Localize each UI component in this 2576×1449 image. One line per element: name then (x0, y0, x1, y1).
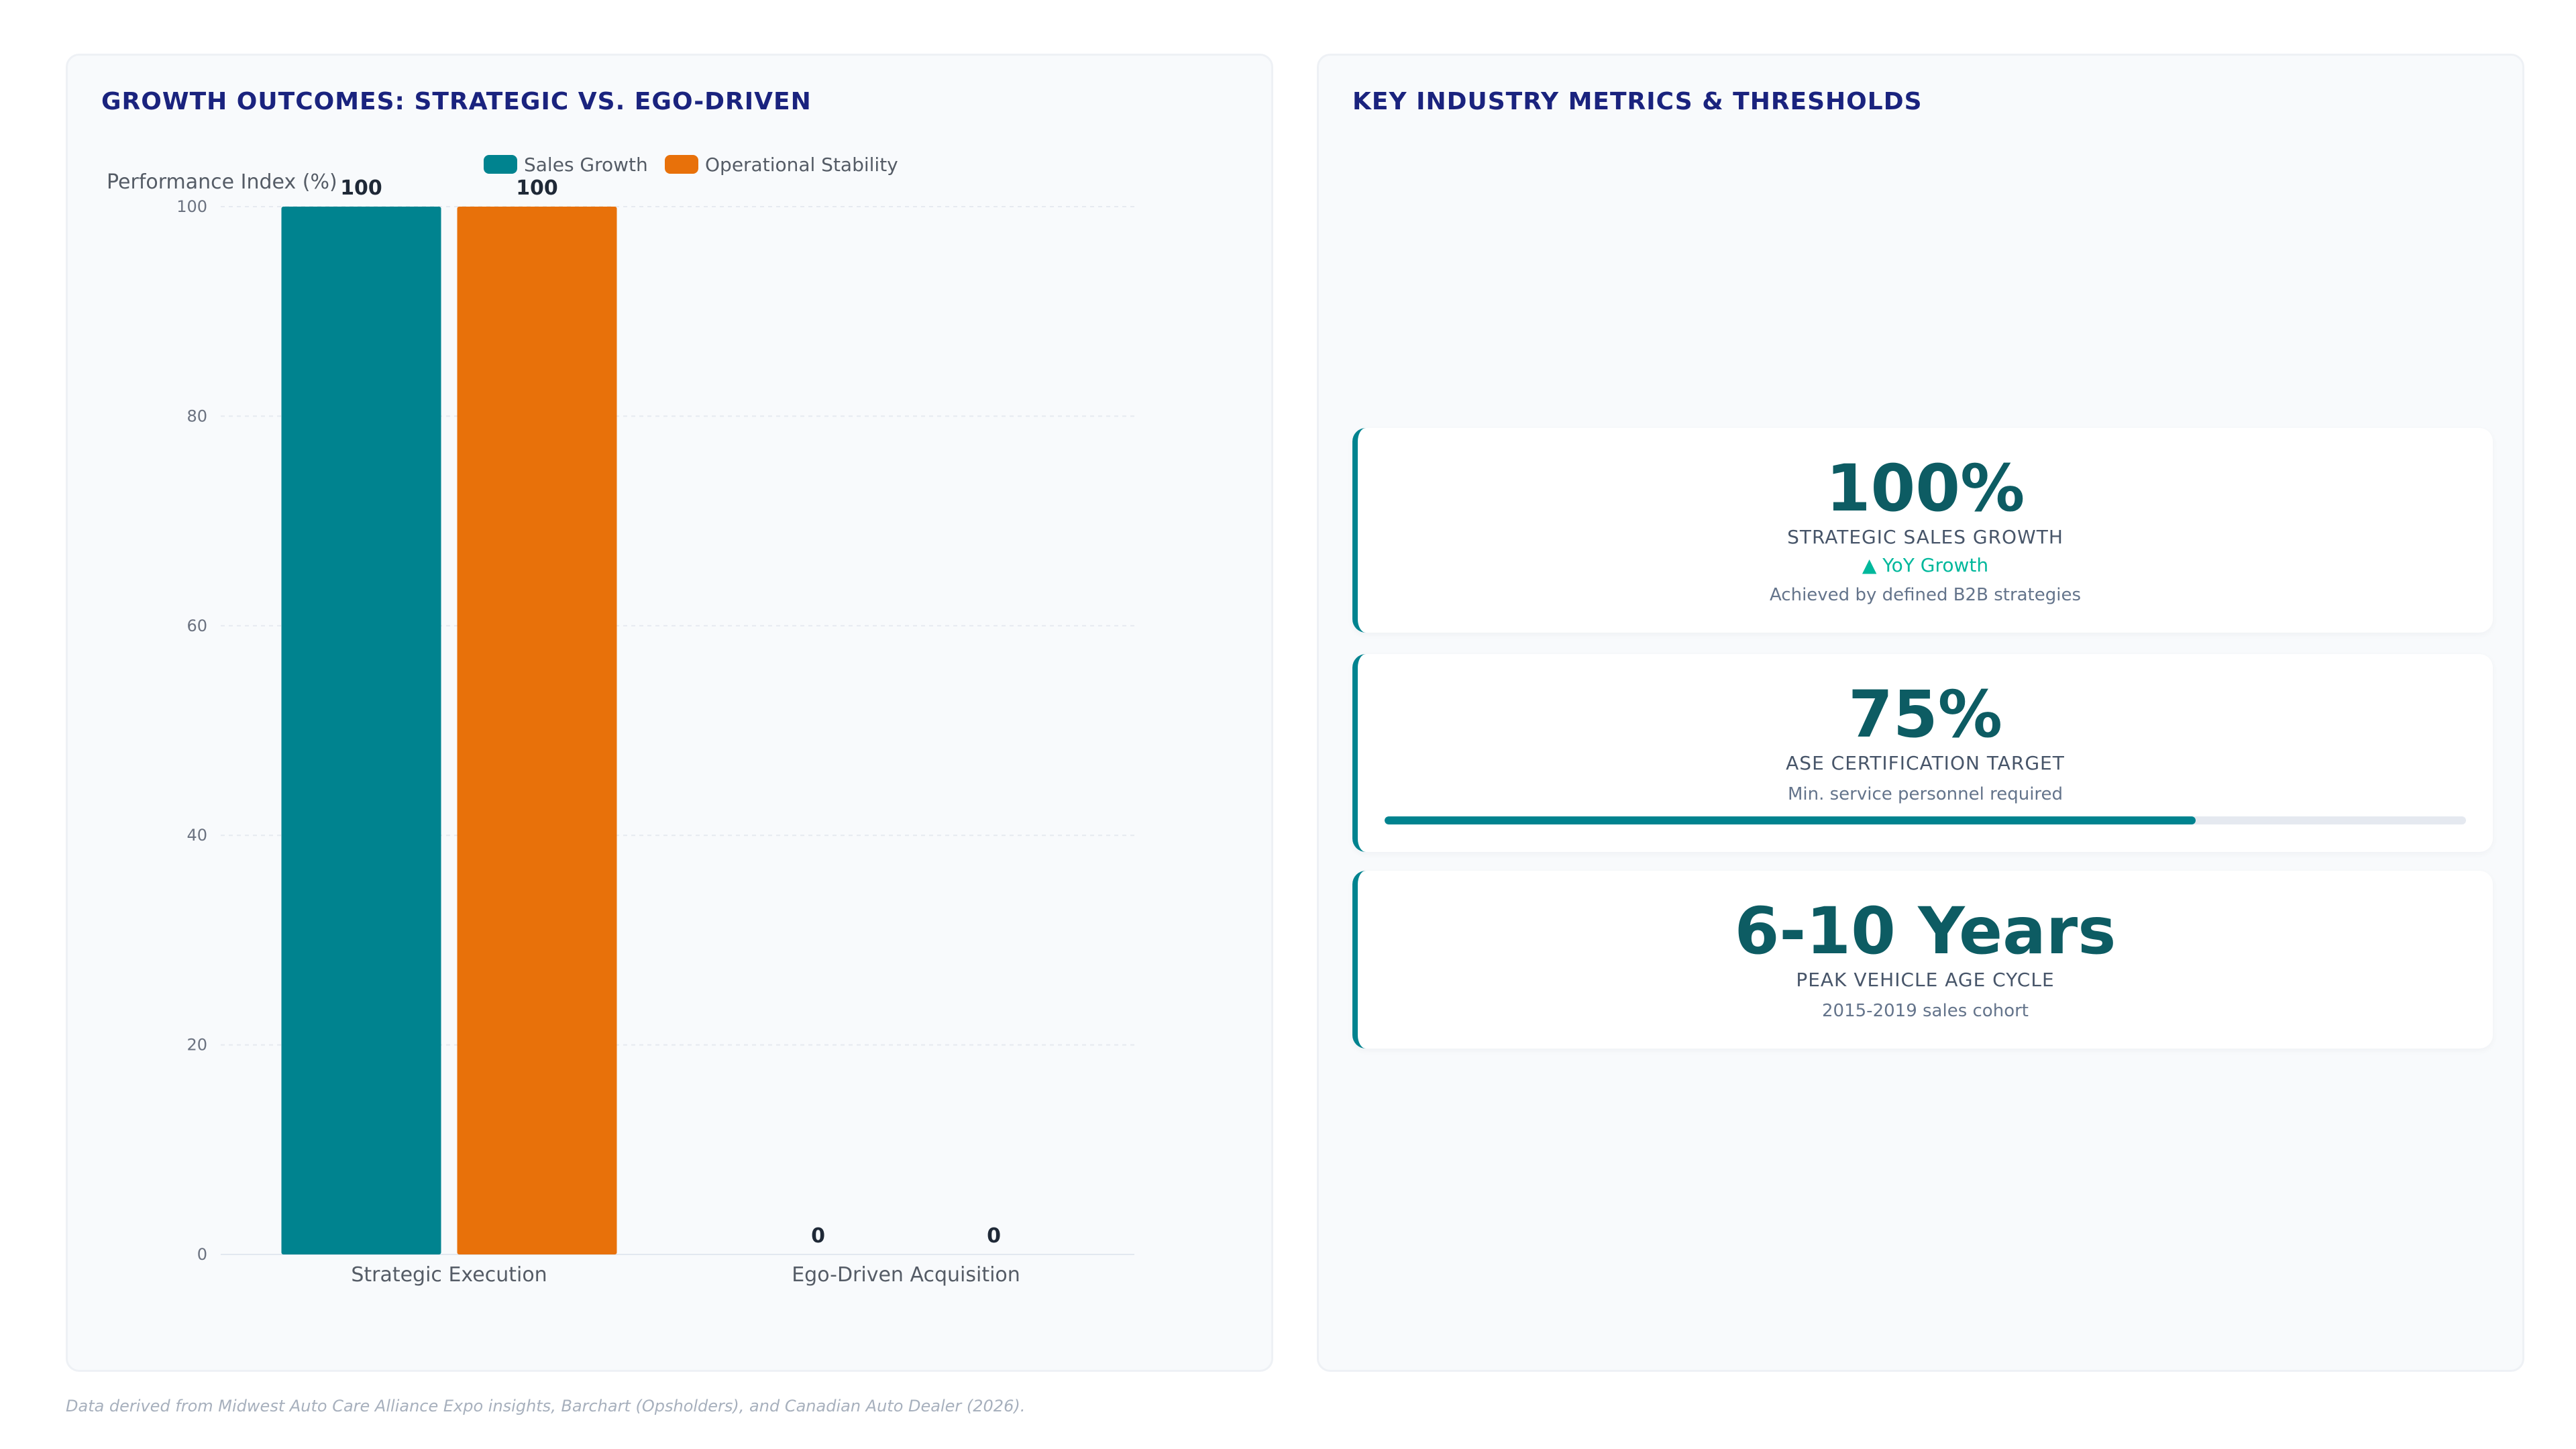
certification-progress-fill (1385, 816, 2196, 824)
metric-label: PEAK VEHICLE AGE CYCLE (1796, 969, 2055, 991)
metric-label: ASE CERTIFICATION TARGET (1786, 752, 2065, 774)
y-tick-label: 80 (186, 407, 207, 425)
trend-up-indicator: ▲ YoY Growth (1862, 554, 1989, 576)
certification-progress-bar (1385, 816, 2466, 824)
legend-label: Sales Growth (524, 154, 648, 176)
metric-note: Min. service personnel required (1787, 784, 2063, 804)
key-metrics-panel: KEY INDUSTRY METRICS & THRESHOLDS 100% S… (1317, 54, 2524, 1372)
source-footnote: Data derived from Midwest Auto Care Alli… (66, 1397, 1026, 1415)
metric-note: Achieved by defined B2B strategies (1769, 585, 2082, 605)
metric-card-ase-certification: 75% ASE CERTIFICATION TARGET Min. servic… (1352, 654, 2493, 852)
metric-note: 2015-2019 sales cohort (1822, 1001, 2029, 1021)
legend-swatch (665, 155, 698, 174)
metric-value: 6-10 Years (1734, 894, 2116, 969)
metric-label: STRATEGIC SALES GROWTH (1787, 526, 2063, 548)
bar-value-label: 0 (987, 1224, 1001, 1248)
bar-value-label: 100 (340, 176, 382, 200)
y-tick-label: 60 (186, 616, 207, 635)
bar-value-label: 100 (516, 176, 558, 200)
legend-label: Operational Stability (705, 154, 898, 176)
metric-card-vehicle-age: 6-10 Years PEAK VEHICLE AGE CYCLE 2015-2… (1352, 871, 2493, 1049)
x-tick-label: Ego-Driven Acquisition (792, 1263, 1020, 1287)
y-tick-label: 100 (176, 197, 207, 216)
y-tick-label: 0 (197, 1245, 207, 1264)
y-tick-label: 20 (186, 1036, 207, 1055)
y-axis-label: Performance Index (%) (107, 170, 337, 194)
y-tick-label: 40 (186, 826, 207, 845)
legend-swatch (484, 155, 517, 174)
metrics-panel-title: KEY INDUSTRY METRICS & THRESHOLDS (1352, 88, 1923, 115)
metric-value: 100% (1825, 451, 2025, 526)
x-tick-label: Strategic Execution (351, 1263, 547, 1287)
bar-value-label: 0 (811, 1224, 825, 1248)
chart-panel-title: GROWTH OUTCOMES: STRATEGIC VS. EGO-DRIVE… (101, 88, 812, 115)
metric-card-sales-growth: 100% STRATEGIC SALES GROWTH ▲ YoY Growth… (1352, 428, 2493, 633)
bar (281, 207, 441, 1254)
metric-value: 75% (1848, 677, 2002, 752)
bar (457, 207, 617, 1254)
growth-outcomes-panel: 0 20 40 60 80 100 Performance Index (%) 100 100 S… (66, 54, 1273, 1372)
